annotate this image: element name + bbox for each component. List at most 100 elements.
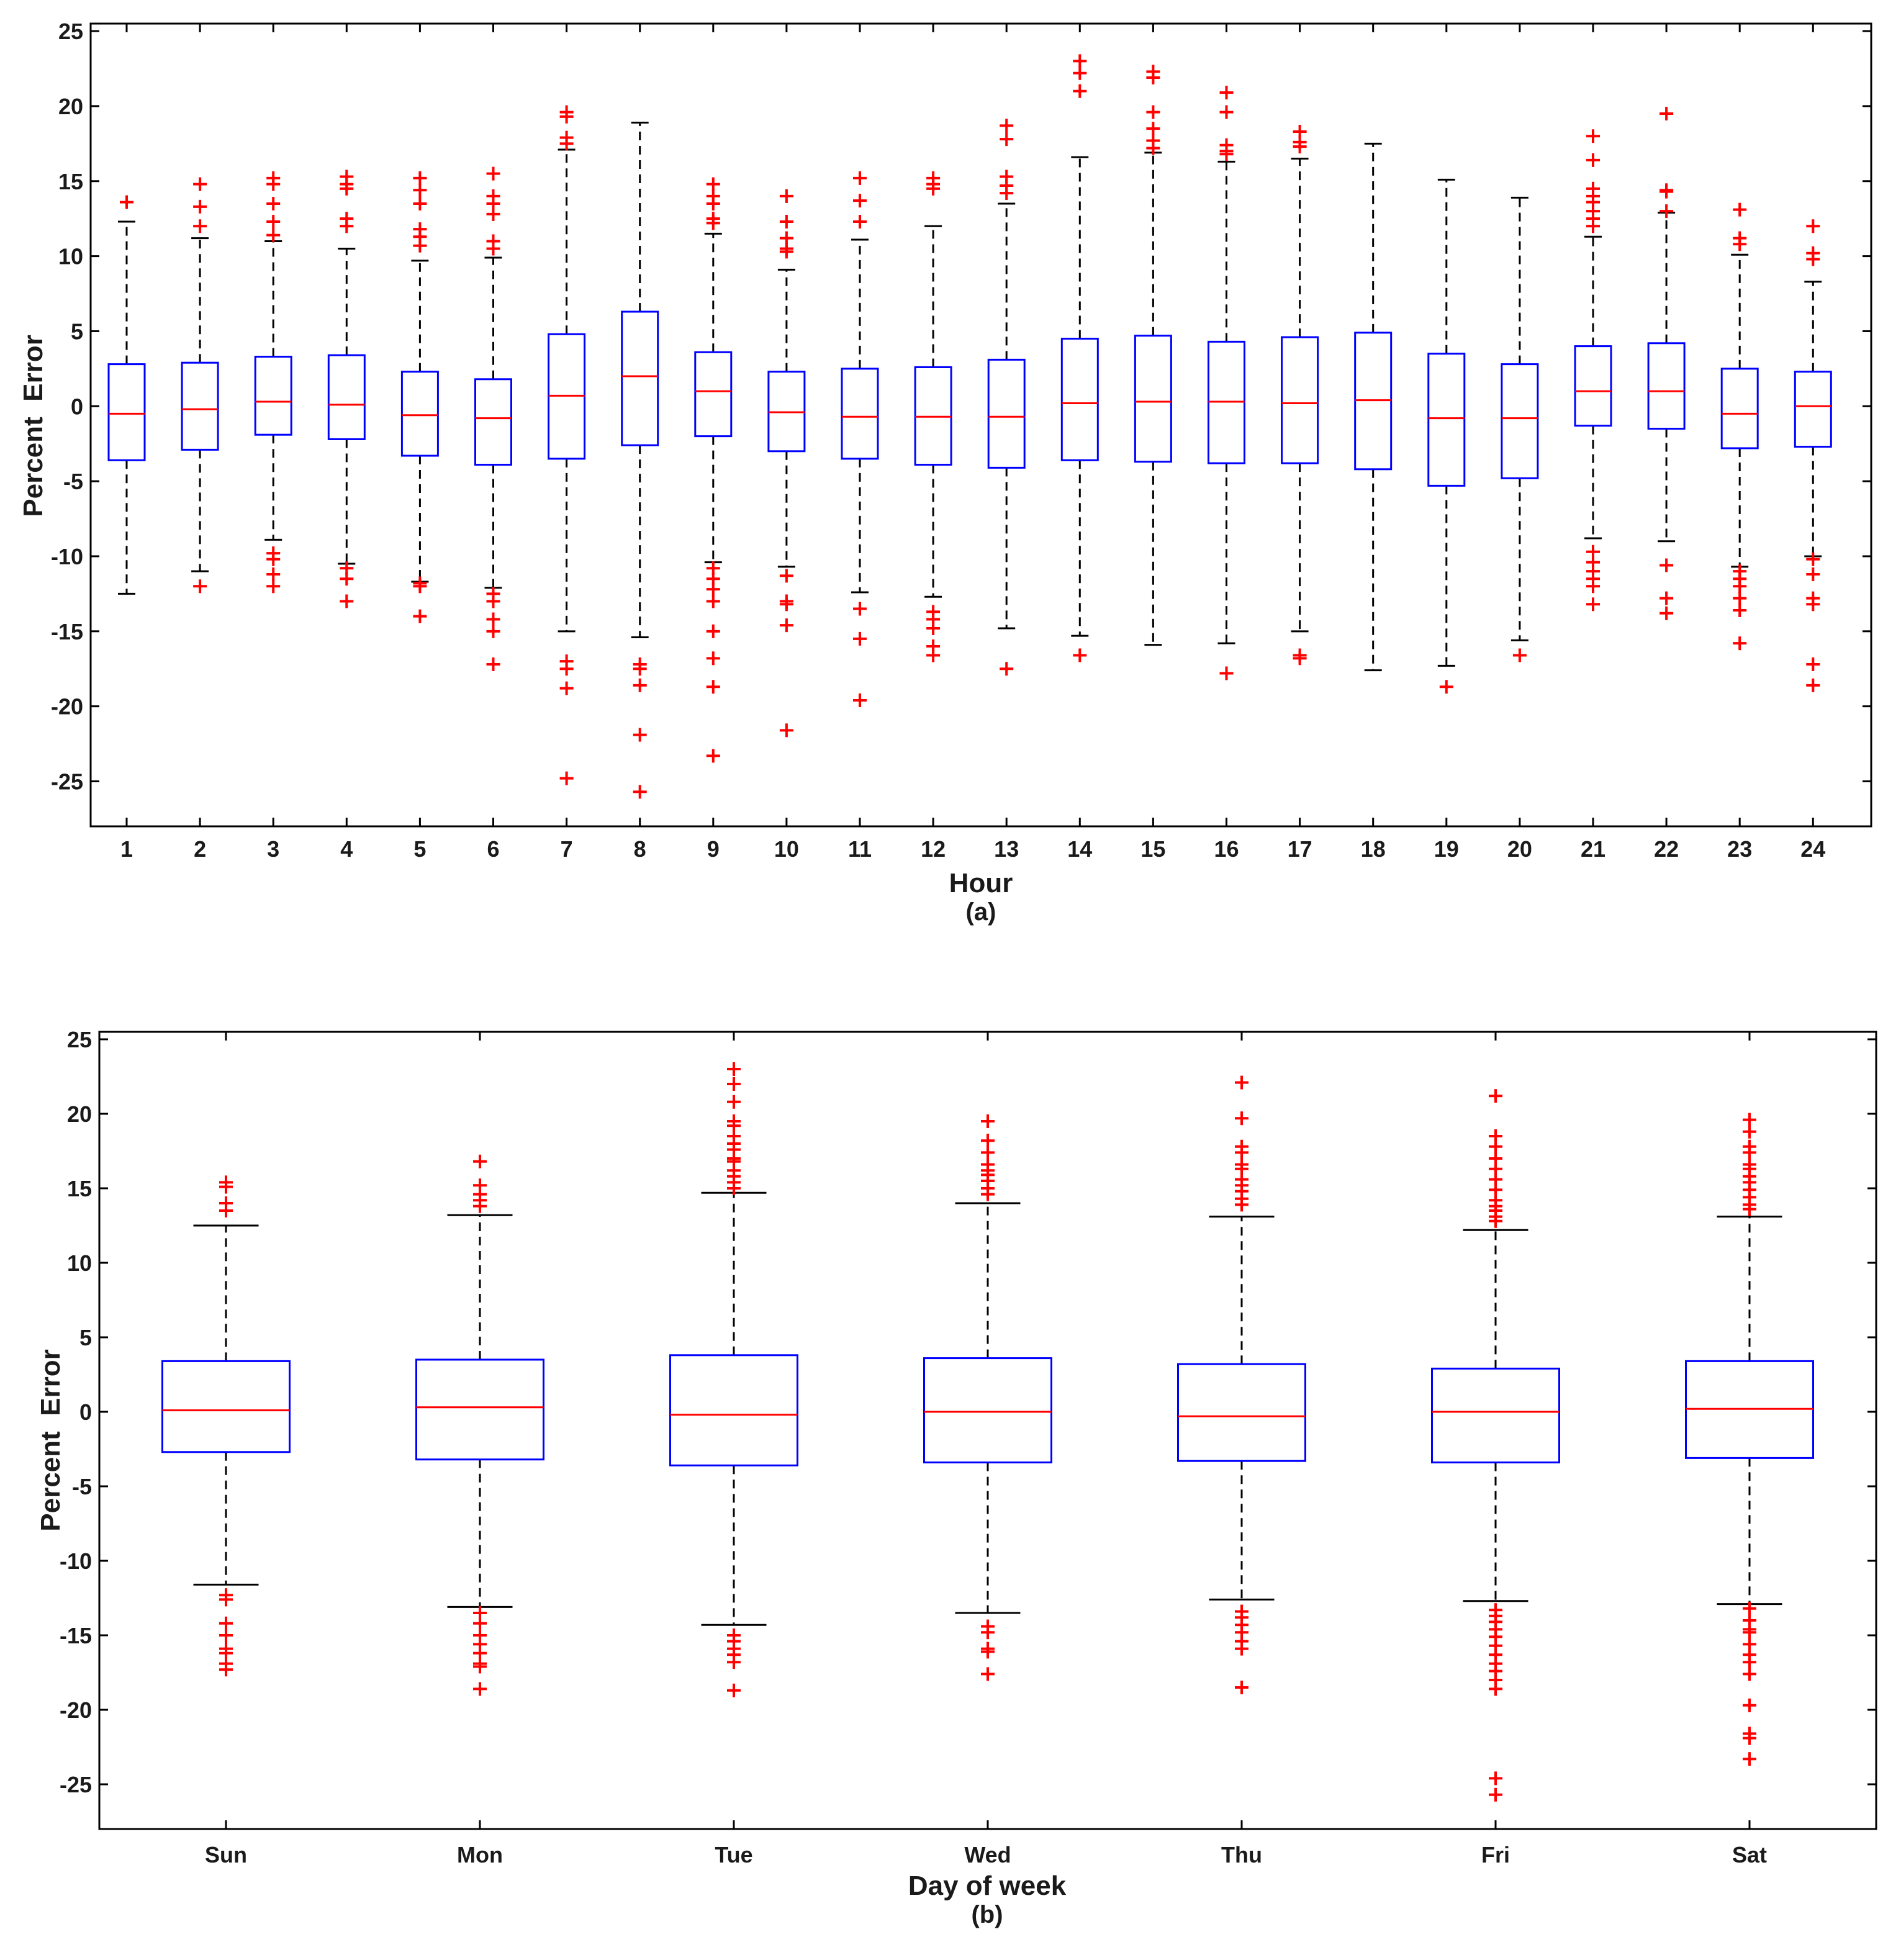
outlier-marker xyxy=(1733,202,1747,217)
outlier-marker xyxy=(1586,153,1600,167)
outlier-marker xyxy=(706,651,720,666)
y-tick-label: 10 xyxy=(58,244,83,269)
x-axis-title-a: Hour xyxy=(949,868,1013,898)
outlier-marker xyxy=(1806,678,1820,692)
x-axis-title-b: Day of week xyxy=(908,1871,1067,1901)
outlier-marker xyxy=(981,1134,995,1148)
y-tick-label: 20 xyxy=(67,1101,92,1127)
outlier-marker xyxy=(1743,1655,1756,1669)
x-tick-label: Wed xyxy=(964,1842,1011,1867)
outlier-marker xyxy=(473,1154,487,1168)
outlier-marker xyxy=(486,612,500,626)
outlier-marker xyxy=(1489,1214,1502,1228)
outlier-marker xyxy=(1219,86,1234,100)
x-tick-label: 22 xyxy=(1654,836,1679,862)
outlier-marker xyxy=(1659,606,1674,620)
outlier-marker xyxy=(1743,1731,1756,1745)
outlier-marker xyxy=(926,621,941,635)
outlier-marker xyxy=(559,681,574,695)
outlier-marker xyxy=(779,618,793,633)
outlier-marker xyxy=(1743,1202,1756,1216)
y-tick-label: -5 xyxy=(63,469,83,494)
x-tick-label: 7 xyxy=(561,836,573,862)
y-tick-label: -10 xyxy=(51,544,83,569)
x-tick-label: 10 xyxy=(774,836,799,862)
outlier-marker xyxy=(853,171,867,185)
outlier-marker xyxy=(1806,597,1820,612)
x-tick-label: 18 xyxy=(1361,836,1386,862)
y-tick-label: 15 xyxy=(67,1176,92,1201)
outlier-marker xyxy=(473,1199,487,1213)
y-tick-label: 5 xyxy=(79,1325,92,1350)
outlier-marker xyxy=(1806,219,1820,233)
outlier-marker xyxy=(706,582,720,597)
outlier-marker xyxy=(413,609,427,623)
x-tick-label: 4 xyxy=(340,836,353,862)
outlier-marker xyxy=(486,166,500,181)
iqr-box xyxy=(181,361,219,451)
y-tick-label: 5 xyxy=(71,318,83,344)
outlier-marker xyxy=(981,1114,995,1128)
outlier-marker xyxy=(1235,1681,1249,1694)
outlier-marker xyxy=(559,109,574,124)
outlier-marker xyxy=(1806,252,1820,266)
outlier-marker xyxy=(1743,1145,1756,1160)
outlier-marker xyxy=(1073,648,1087,662)
y-tick-label: 10 xyxy=(67,1250,92,1276)
outlier-marker xyxy=(1586,219,1600,233)
outlier-marker xyxy=(219,1180,233,1194)
outlier-marker xyxy=(633,728,647,742)
x-tick-label: 11 xyxy=(848,836,872,862)
outlier-marker xyxy=(779,597,793,612)
outlier-marker xyxy=(219,1628,233,1642)
outlier-marker xyxy=(266,552,281,566)
outlier-marker xyxy=(340,181,354,196)
outlier-marker xyxy=(1489,1682,1502,1696)
y-tick-label: 25 xyxy=(58,19,83,44)
outlier-marker xyxy=(727,1095,741,1109)
outlier-marker xyxy=(559,137,574,151)
outlier-marker xyxy=(120,195,133,209)
y-tick-label: -15 xyxy=(51,619,83,644)
y-axis-title-a: Percent Error xyxy=(18,335,48,517)
x-tick-label: 5 xyxy=(413,836,426,862)
outlier-marker xyxy=(1073,66,1087,80)
outlier-marker xyxy=(1512,648,1527,662)
iqr-box xyxy=(1431,1367,1560,1464)
y-tick-label: -10 xyxy=(60,1548,92,1574)
outlier-marker xyxy=(340,572,354,586)
outlier-marker xyxy=(1489,1139,1502,1154)
outlier-marker xyxy=(340,219,354,233)
outlier-marker xyxy=(193,177,207,191)
outlier-marker xyxy=(706,680,720,694)
outlier-marker xyxy=(981,1645,995,1659)
iqr-box xyxy=(1720,368,1759,449)
outlier-marker xyxy=(853,194,867,208)
outlier-marker xyxy=(981,1625,995,1640)
outlier-marker xyxy=(853,215,867,229)
iqr-box xyxy=(161,1360,291,1453)
outlier-marker xyxy=(633,785,647,799)
chart-panel-b: 25 20 15 10 5 0 -5 -10 -15 -20 -25 Sun Mon Tue Wed Thu F… xyxy=(35,1027,1877,1928)
outlier-marker xyxy=(727,1655,741,1669)
y-axis-title-b: Percent Error xyxy=(35,1349,66,1531)
outlier-marker xyxy=(1659,184,1674,199)
outlier-marker xyxy=(473,1616,487,1630)
outlier-marker xyxy=(1586,597,1600,612)
y-tick-label: -20 xyxy=(51,694,83,720)
outlier-marker xyxy=(706,749,720,763)
outlier-marker xyxy=(1073,84,1087,98)
outlier-marker xyxy=(1235,1111,1249,1126)
outlier-marker xyxy=(727,1181,741,1195)
iqr-box xyxy=(1794,371,1832,448)
outlier-marker xyxy=(779,189,793,203)
outlier-marker xyxy=(1000,662,1014,676)
outlier-marker xyxy=(1235,1075,1249,1090)
y-tick-label: -25 xyxy=(60,1772,92,1797)
x-tick-label: 16 xyxy=(1214,836,1239,862)
outlier-marker xyxy=(706,177,720,191)
outlier-marker xyxy=(1219,666,1234,680)
outlier-marker xyxy=(193,199,207,214)
outlier-marker xyxy=(219,1663,233,1677)
outlier-marker xyxy=(486,207,500,221)
